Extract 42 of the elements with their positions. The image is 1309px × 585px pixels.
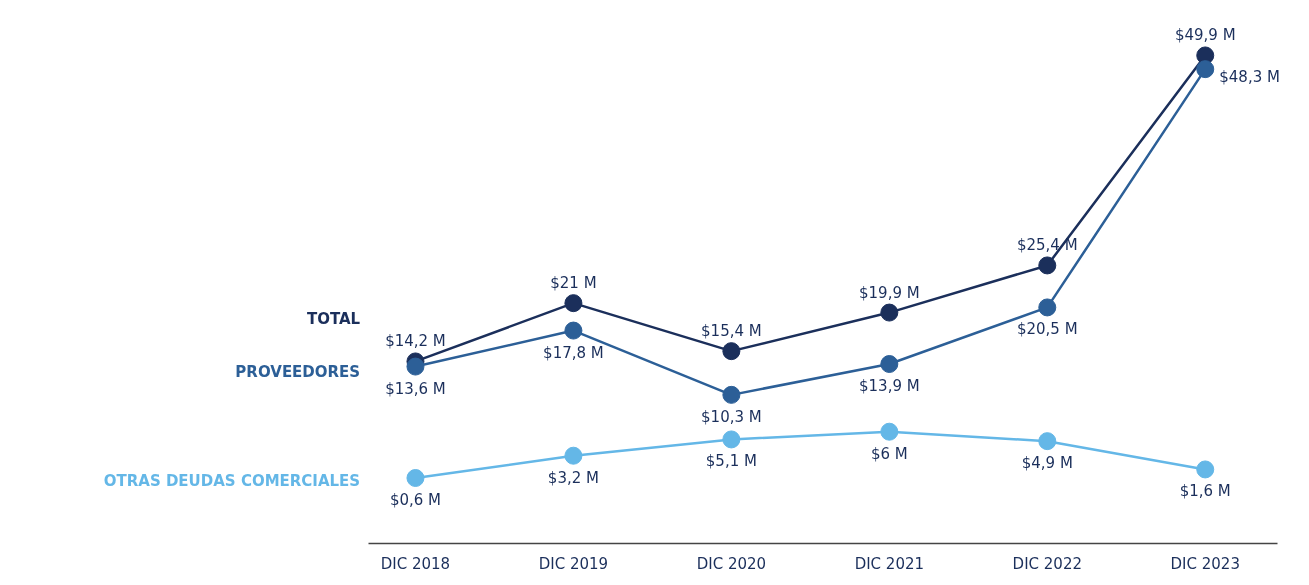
data-label: $4,9 M	[1021, 454, 1073, 473]
point	[880, 355, 899, 373]
point	[1038, 432, 1057, 451]
data-label: $13,6 M	[385, 379, 446, 398]
x-tick-label: DIC 2019	[538, 554, 609, 573]
data-label: $14,2 M	[385, 332, 446, 351]
data-label: $49,9 M	[1174, 26, 1236, 45]
point	[564, 294, 583, 313]
point	[1038, 256, 1057, 275]
point	[722, 342, 741, 361]
point	[1038, 298, 1057, 317]
data-label: $3,2 M	[547, 468, 599, 487]
point	[564, 321, 583, 340]
point	[1196, 60, 1215, 79]
data-label: $19,9 M	[859, 283, 920, 302]
data-label: $20,5 M	[1016, 320, 1078, 339]
point	[406, 357, 425, 376]
data-label: $21 M	[550, 274, 597, 293]
data-label: $48,3 M	[1219, 68, 1280, 87]
point	[880, 303, 899, 322]
data-label: $0,6 M	[389, 491, 442, 509]
x-tick-label: DIC 2023	[1170, 554, 1240, 573]
x-tick-label: DIC 2018	[380, 554, 451, 573]
point	[564, 446, 583, 465]
x-tick-label: DIC 2022	[1012, 554, 1082, 573]
text: PROVEEDORES	[235, 362, 361, 381]
data-label: $13,9 M	[859, 377, 920, 395]
data-label: $1,6 M	[1179, 482, 1231, 501]
point	[880, 422, 899, 441]
point	[1196, 460, 1215, 479]
data-label: $6 M	[870, 444, 908, 463]
x-tick-label: DIC 2020	[696, 554, 767, 573]
point	[722, 430, 741, 449]
text: TOTAL	[306, 310, 361, 329]
data-label: $5,1 M	[705, 452, 757, 471]
text: OTRAS DEUDAS COMERCIALES	[103, 472, 361, 490]
point	[406, 469, 425, 487]
x-tick-label: DIC 2021	[854, 554, 925, 573]
data-label: $10,3 M	[701, 407, 762, 426]
data-label: $17,8 M	[543, 343, 604, 362]
data-label: $15,4 M	[701, 322, 762, 341]
point	[722, 385, 741, 404]
